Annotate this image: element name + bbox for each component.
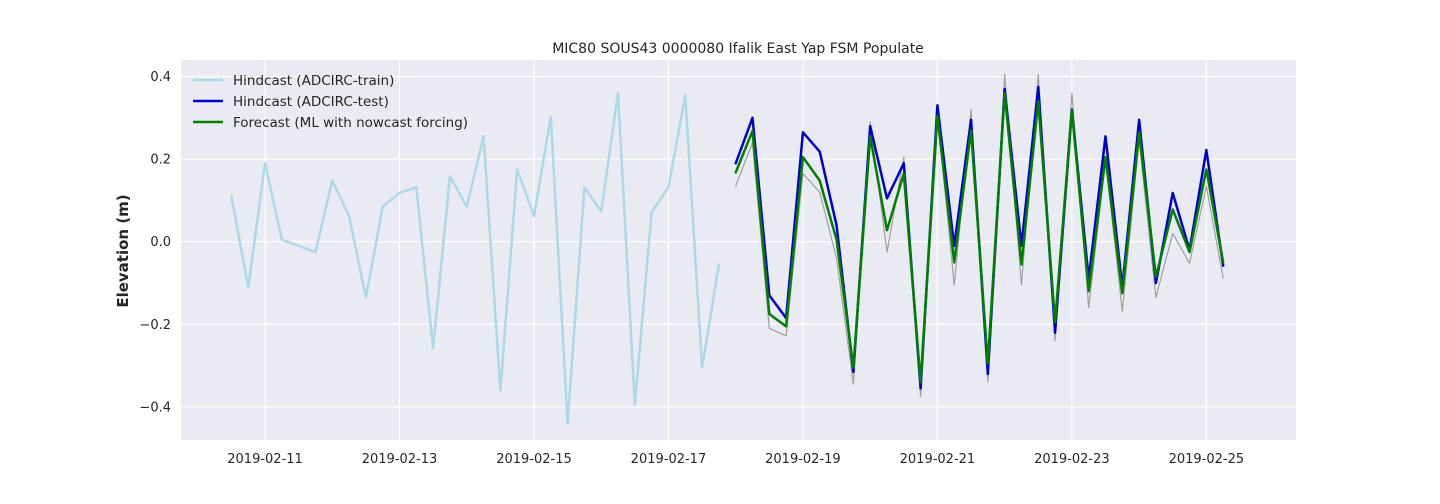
- legend-label-test: Hindcast (ADCIRC-test): [233, 94, 389, 110]
- x-tick-label: 2019-02-19: [765, 452, 841, 467]
- x-tick-label: 2019-02-15: [496, 452, 572, 467]
- tick-labels: 2019-02-11 2019-02-13 2019-02-15 2019-02-17…: [139, 70, 1244, 467]
- x-tick-label: 2019-02-17: [631, 452, 707, 467]
- x-tick-label: 2019-02-11: [227, 452, 303, 467]
- x-tick-label: 2019-02-21: [900, 452, 976, 467]
- y-tick-label: −0.4: [139, 400, 171, 415]
- plot-area: [181, 60, 1296, 440]
- series-line-forecast: [734, 91, 1225, 384]
- legend-label-train: Hindcast (ADCIRC-train): [233, 73, 394, 89]
- legend: Hindcast (ADCIRC-train) Hindcast (ADCIRC…: [193, 73, 468, 131]
- y-tick-label: 0.2: [150, 153, 171, 168]
- series-line-train: [230, 91, 721, 425]
- y-tick-label: 0.0: [150, 235, 171, 250]
- x-tick-label: 2019-02-23: [1034, 452, 1110, 467]
- x-tick-label: 2019-02-25: [1169, 452, 1245, 467]
- chart-title: MIC80 SOUS43 0000080 Ifalik East Yap FSM…: [552, 41, 924, 57]
- series-lines: [230, 73, 1225, 425]
- legend-label-forecast: Forecast (ML with nowcast forcing): [233, 115, 468, 131]
- y-axis-label: Elevation (m): [114, 194, 132, 307]
- y-tick-label: −0.2: [139, 318, 171, 333]
- x-tick-label: 2019-02-13: [362, 452, 438, 467]
- y-tick-label: 0.4: [150, 70, 171, 85]
